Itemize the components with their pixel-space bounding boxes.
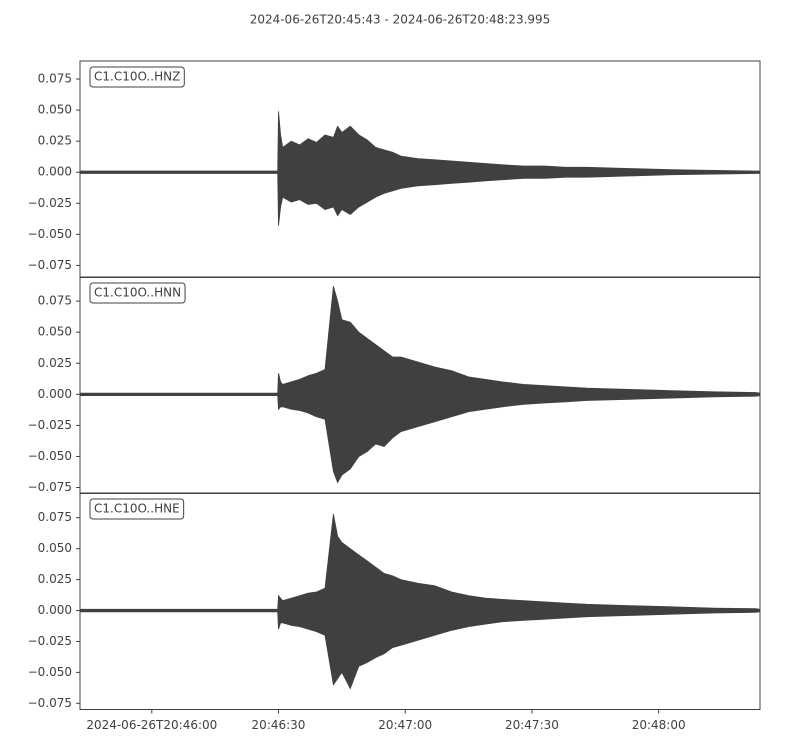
- trace-label: C1.C10O..HNZ: [94, 70, 180, 84]
- y-tick-label: 0.050: [38, 541, 72, 555]
- y-tick-label: 0.025: [38, 356, 72, 370]
- trace-label-box: [89, 66, 185, 88]
- x-tick-label: 2024-06-26T20:46:00: [86, 718, 217, 732]
- trace-label: C1.C10O..HNN: [94, 286, 181, 300]
- y-tick-label: 0.075: [38, 72, 72, 86]
- y-tick-label: −0.075: [28, 258, 72, 272]
- y-tick-label: −0.025: [28, 634, 72, 648]
- trace-label-box: [89, 282, 186, 304]
- y-tick-label: 0.000: [38, 603, 72, 617]
- x-tick-label: 20:48:00: [632, 718, 686, 732]
- y-tick-label: −0.075: [28, 480, 72, 494]
- y-tick-label: −0.025: [28, 196, 72, 210]
- trace-label-box: [89, 498, 185, 520]
- y-tick-label: 0.050: [38, 325, 72, 339]
- y-tick-label: 0.075: [38, 294, 72, 308]
- trace-label: C1.C10O..HNE: [94, 502, 180, 516]
- chart-title: 2024-06-26T20:45:43 - 2024-06-26T20:48:2…: [250, 13, 551, 27]
- y-tick-label: 0.000: [38, 165, 72, 179]
- y-tick-label: −0.025: [28, 418, 72, 432]
- y-tick-label: −0.050: [28, 665, 72, 679]
- y-tick-label: 0.000: [38, 387, 72, 401]
- y-tick-label: −0.075: [28, 696, 72, 710]
- x-tick-label: 20:47:30: [505, 718, 559, 732]
- y-tick-label: −0.050: [28, 227, 72, 241]
- y-tick-label: −0.050: [28, 449, 72, 463]
- y-tick-label: 0.075: [38, 510, 72, 524]
- plot-frame: [79, 492, 761, 710]
- y-tick-label: 0.050: [38, 103, 72, 117]
- y-tick-label: 0.025: [38, 572, 72, 586]
- x-tick-label: 20:47:00: [378, 718, 432, 732]
- x-tick-label: 20:46:30: [252, 718, 306, 732]
- y-tick-label: 0.025: [38, 134, 72, 148]
